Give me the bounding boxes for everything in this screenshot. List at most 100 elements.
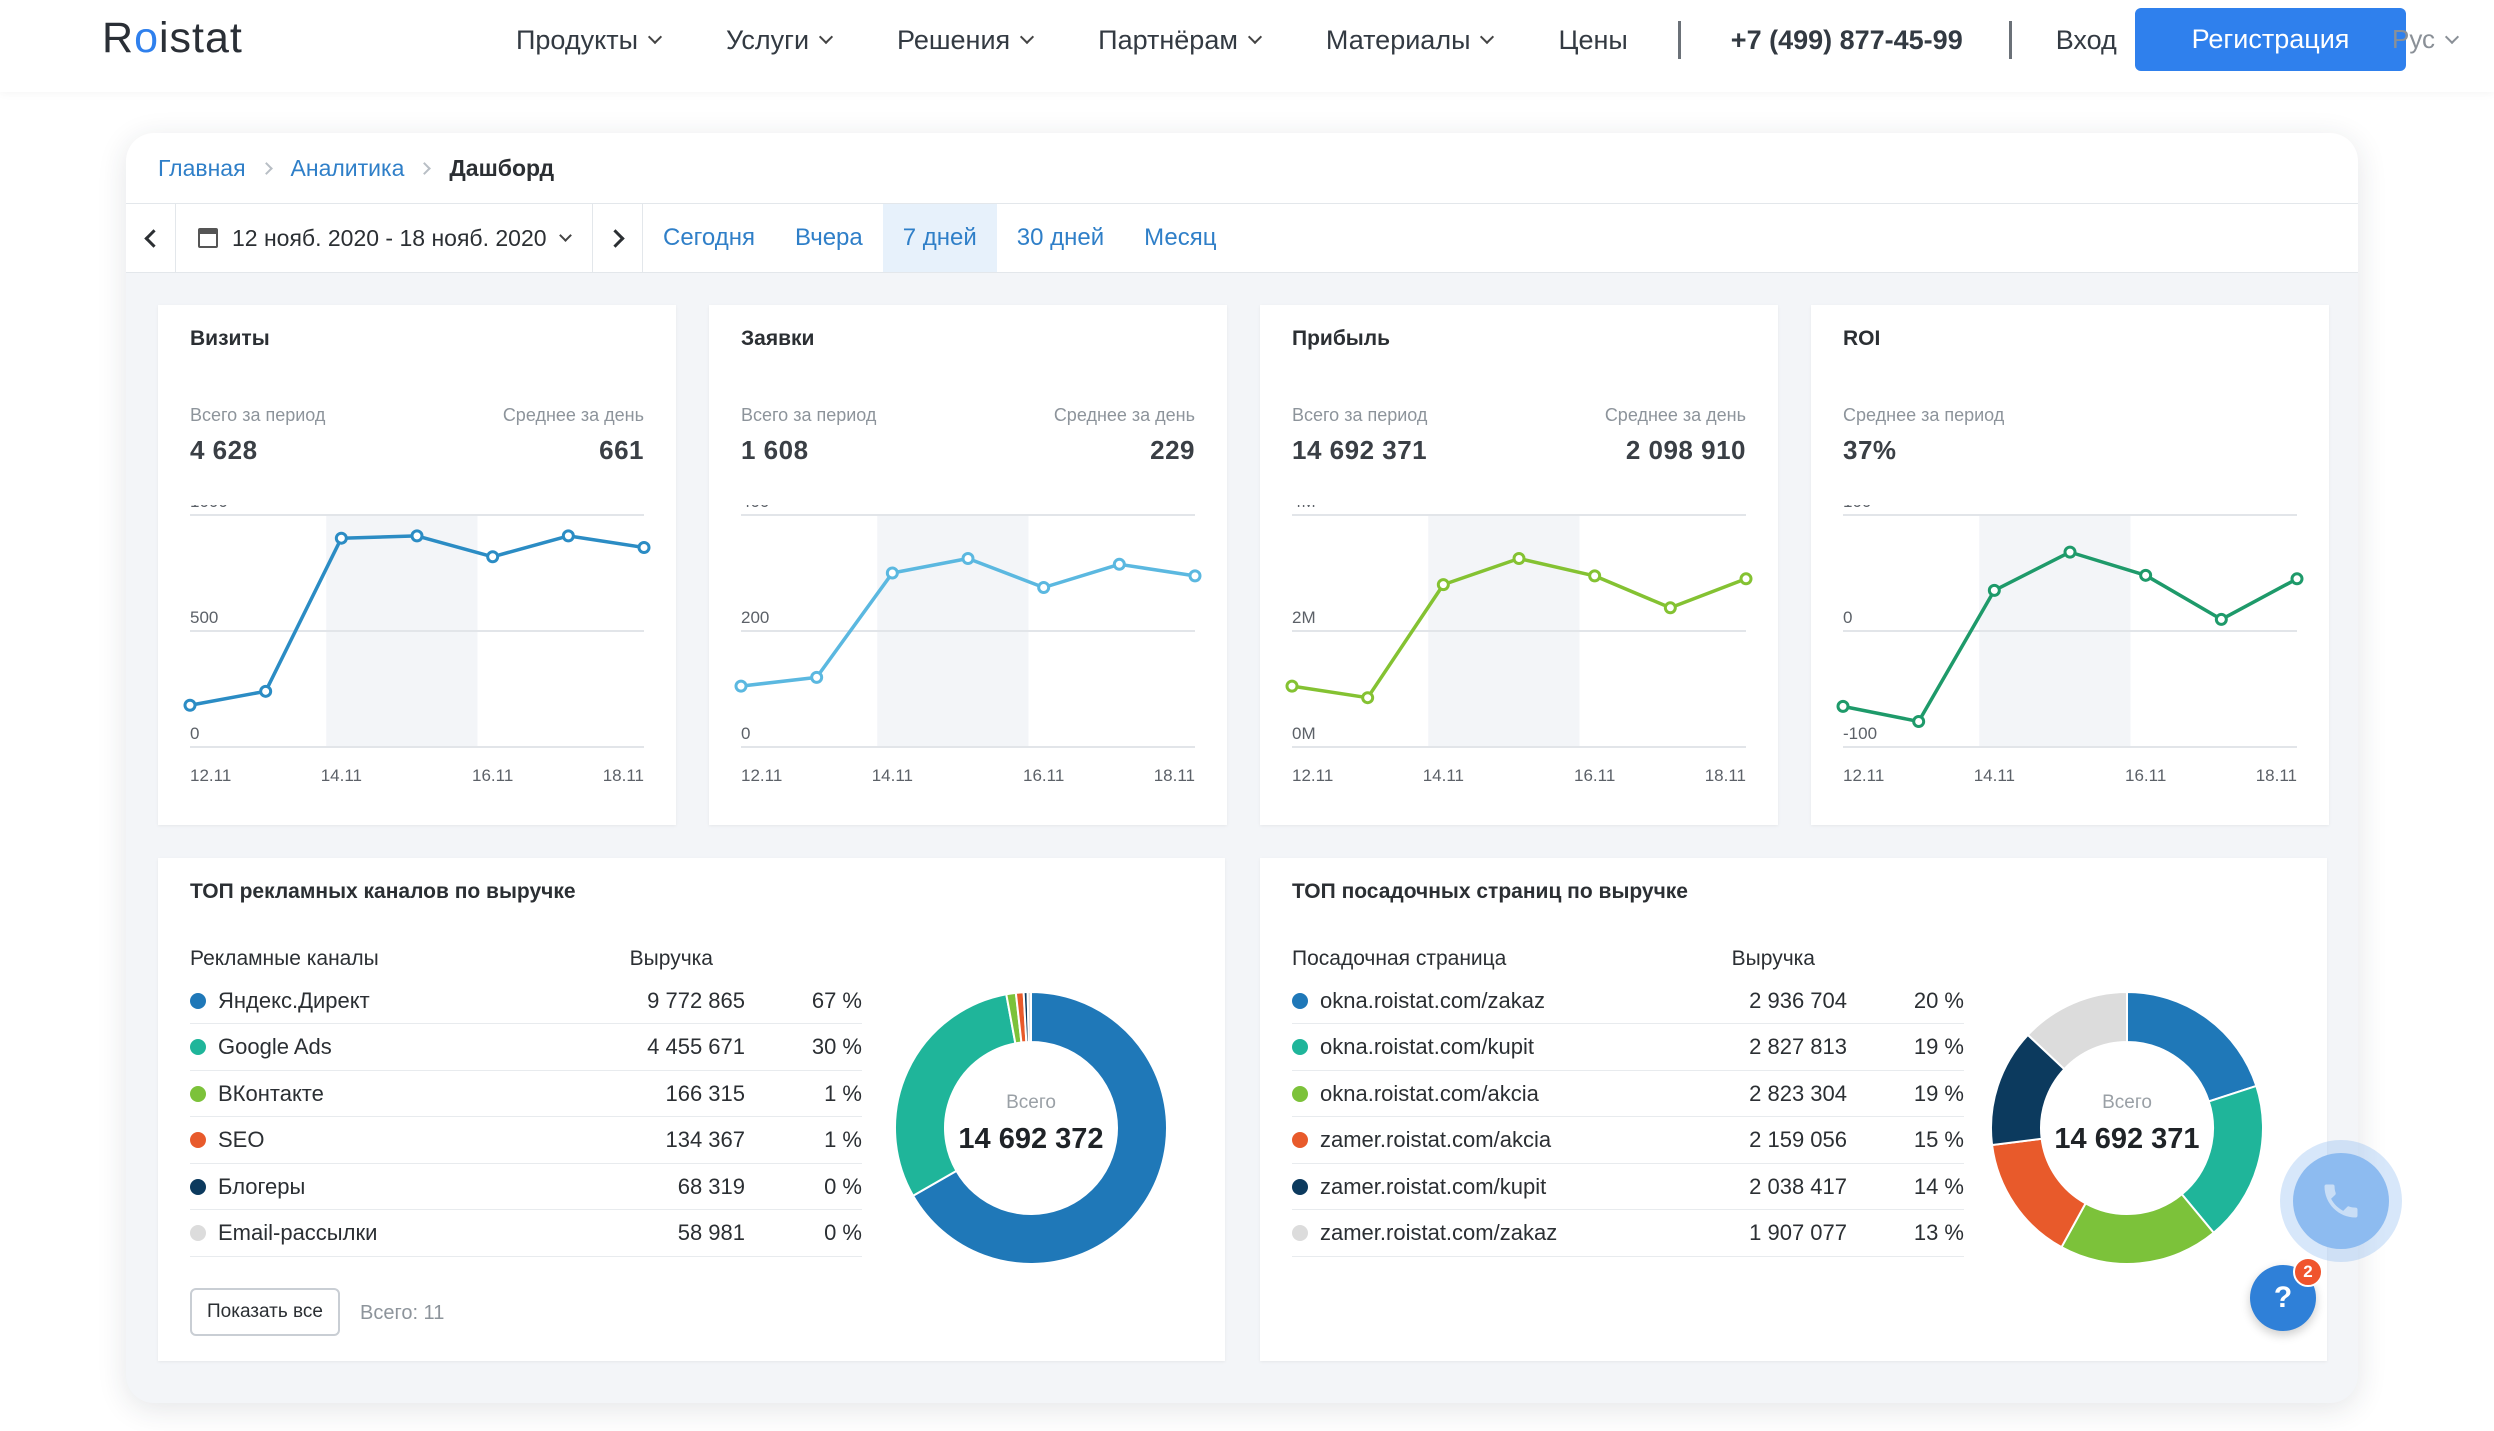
data-point[interactable]: [1436, 578, 1450, 592]
data-point[interactable]: [1512, 552, 1526, 565]
menu-prices[interactable]: Цены: [1558, 24, 1628, 55]
menu-products[interactable]: Продукты: [516, 25, 663, 56]
data-point[interactable]: [259, 684, 273, 698]
data-point[interactable]: [885, 566, 899, 580]
metric-total-value: 1 608: [741, 435, 809, 465]
channels-total-count: Всего: 11: [360, 1302, 445, 1324]
donut-slice[interactable]: [911, 990, 1168, 1265]
data-point[interactable]: [2063, 545, 2077, 559]
column-header-channel: Рекламные каналы: [190, 947, 379, 970]
breadcrumb-home[interactable]: Главная: [158, 154, 246, 181]
table-row[interactable]: Блогеры 68 319 0 %: [190, 1164, 862, 1210]
data-point[interactable]: [2290, 572, 2304, 586]
data-point[interactable]: [734, 679, 748, 693]
table-row[interactable]: okna.roistat.com/kupit 2 827 813 19 %: [1292, 1025, 1964, 1071]
next-period-button[interactable]: [593, 204, 643, 272]
data-point[interactable]: [334, 531, 348, 545]
data-point[interactable]: [1588, 569, 1602, 583]
callback-widget[interactable]: [2280, 1140, 2402, 1262]
x-tick-label: 16.11: [472, 766, 513, 785]
row-percent: 19 %: [1913, 1034, 1964, 1059]
row-name: okna.roistat.com/akcia: [1320, 1080, 1539, 1106]
table-row[interactable]: ВКонтакте 166 315 1 %: [190, 1071, 862, 1117]
legend-dot: [1292, 1085, 1308, 1102]
column-header-revenue: Выручка: [629, 947, 713, 970]
data-point[interactable]: [1663, 601, 1677, 615]
table-row[interactable]: Яндекс.Директ 9 772 865 67 %: [190, 978, 862, 1024]
show-all-button[interactable]: Показать все: [190, 1288, 340, 1336]
menu-solutions[interactable]: Решения: [897, 24, 1035, 56]
row-percent: 19 %: [1913, 1080, 1964, 1106]
table-row[interactable]: okna.roistat.com/akcia 2 823 304 19 %: [1292, 1071, 1964, 1117]
data-point[interactable]: [961, 552, 975, 565]
menu-materials[interactable]: Материалы: [1326, 25, 1495, 56]
metric-card-requests: Заявки Всего за период 1 608 Среднее за …: [709, 305, 1227, 825]
donut-slice[interactable]: [2026, 990, 2128, 1071]
row-percent: 0 %: [824, 1173, 862, 1199]
data-point[interactable]: [1912, 714, 1926, 728]
date-range-picker[interactable]: 12 нояб. 2020 - 18 нояб. 2020: [176, 204, 593, 272]
row-percent: 14 %: [1913, 1173, 1964, 1199]
metric-total-value: 37%: [1843, 435, 1897, 465]
data-point[interactable]: [1361, 691, 1375, 705]
donut-slice[interactable]: [894, 993, 1017, 1198]
tab-month[interactable]: Месяц: [1144, 224, 1217, 251]
data-point[interactable]: [1188, 569, 1202, 583]
phone-link[interactable]: +7 (499) 877-45-99: [1730, 24, 1963, 55]
table-row[interactable]: Google Ads 4 455 671 30 %: [190, 1025, 862, 1071]
data-point[interactable]: [1836, 699, 1850, 713]
table-row[interactable]: zamer.roistat.com/zakaz 1 907 077 13 %: [1292, 1211, 1964, 1257]
x-tick-label: 14.11: [1423, 766, 1464, 785]
tab-7-days[interactable]: 7 дней: [882, 204, 997, 272]
data-point[interactable]: [486, 550, 500, 564]
notification-badge: 2: [2293, 1257, 2323, 1287]
menu-services[interactable]: Услуги: [726, 25, 834, 56]
login-link[interactable]: Вход: [2055, 24, 2117, 55]
prev-period-button[interactable]: [126, 204, 176, 272]
x-tick-label: 12.11: [1843, 766, 1884, 785]
data-point[interactable]: [637, 540, 651, 554]
tab-30-days[interactable]: 30 дней: [1016, 224, 1105, 251]
data-point[interactable]: [1037, 581, 1051, 594]
donut-slice[interactable]: [1990, 1137, 2087, 1249]
x-tick-label: 18.11: [1154, 766, 1195, 785]
logo-part: R: [102, 14, 135, 62]
data-point[interactable]: [410, 529, 424, 543]
data-point[interactable]: [1112, 557, 1126, 571]
row-name: Email-рассылки: [218, 1220, 378, 1245]
menu-label: Решения: [897, 24, 1011, 55]
metric-total-value: 14 692 371: [1292, 435, 1428, 465]
y-tick-label: 4M: [1292, 505, 1316, 511]
table-row[interactable]: Email-рассылки 58 981 0 %: [190, 1211, 862, 1257]
tab-today[interactable]: Сегодня: [663, 224, 755, 251]
roistat-logo[interactable]: Roistat: [102, 14, 243, 63]
donut-slice[interactable]: [1026, 990, 1032, 1044]
table-row[interactable]: zamer.roistat.com/kupit 2 038 417 14 %: [1292, 1164, 1964, 1210]
metric-average-value: 661: [599, 435, 644, 465]
row-name: okna.roistat.com/kupit: [1320, 1034, 1534, 1059]
legend-dot: [1292, 1225, 1308, 1241]
breadcrumb-analytics[interactable]: Аналитика: [290, 154, 405, 181]
data-point[interactable]: [1739, 572, 1753, 586]
table-row[interactable]: okna.roistat.com/zakaz 2 936 704 20 %: [1292, 978, 1964, 1024]
data-point[interactable]: [183, 698, 197, 712]
data-point[interactable]: [810, 670, 824, 684]
profit-line-chart: 4M 2M 0M 12.11 14.11 16.11 18.11: [1285, 505, 1753, 785]
menu-partners[interactable]: Партнёрам: [1098, 25, 1262, 56]
tab-yesterday[interactable]: Вчера: [794, 224, 863, 251]
donut-slice[interactable]: [2126, 990, 2258, 1103]
data-point[interactable]: [1285, 679, 1299, 693]
register-button[interactable]: Регистрация: [2135, 8, 2406, 71]
y-tick-label: 500: [190, 608, 218, 627]
row-revenue: 4 455 671: [647, 1034, 745, 1059]
data-point[interactable]: [561, 529, 575, 543]
row-percent: 1 %: [824, 1080, 862, 1106]
language-selector[interactable]: Рус: [2392, 24, 2460, 55]
table-row[interactable]: zamer.roistat.com/akcia 2 159 056 15 %: [1292, 1118, 1964, 1164]
column-header-revenue: Выручка: [1731, 947, 1815, 970]
row-name: SEO: [218, 1127, 265, 1152]
data-point[interactable]: [2214, 612, 2228, 626]
data-point[interactable]: [1987, 583, 2001, 597]
data-point[interactable]: [2139, 568, 2153, 582]
table-row[interactable]: SEO 134 367 1 %: [190, 1118, 862, 1164]
